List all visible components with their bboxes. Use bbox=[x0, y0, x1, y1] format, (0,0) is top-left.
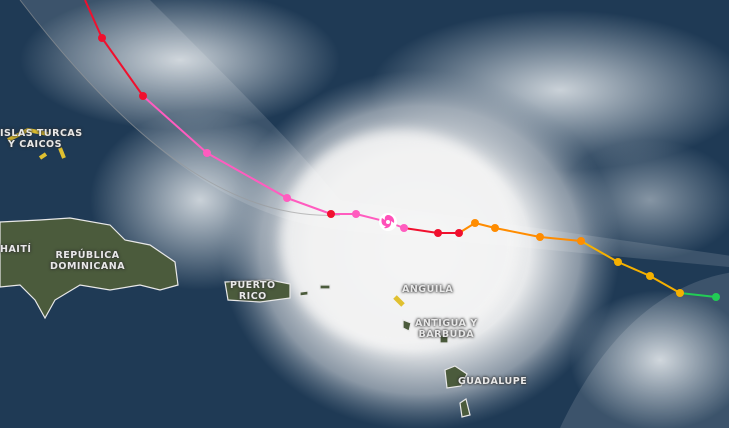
track-point[interactable] bbox=[536, 233, 544, 241]
storm-track bbox=[84, 0, 720, 301]
track-segment bbox=[617, 261, 651, 277]
track-segment bbox=[206, 152, 288, 199]
track-point[interactable] bbox=[577, 237, 585, 245]
track-point[interactable] bbox=[646, 272, 654, 280]
land bbox=[0, 217, 471, 418]
track-segment bbox=[494, 227, 541, 238]
track-point[interactable] bbox=[283, 194, 291, 202]
track-point[interactable] bbox=[712, 293, 720, 301]
track-segment bbox=[403, 227, 439, 234]
track-point[interactable] bbox=[434, 229, 442, 237]
track-point[interactable] bbox=[327, 210, 335, 218]
track-point[interactable] bbox=[614, 258, 622, 266]
track-point[interactable] bbox=[471, 219, 479, 227]
track-point[interactable] bbox=[491, 224, 499, 232]
label-anguilla: ANGUILA bbox=[402, 284, 454, 295]
anguilla-highlight bbox=[393, 295, 405, 307]
track-segment bbox=[101, 37, 144, 97]
track-point[interactable] bbox=[139, 92, 147, 100]
track-point[interactable] bbox=[676, 289, 684, 297]
track-segment bbox=[649, 275, 681, 294]
track-segment bbox=[286, 197, 332, 215]
label-puerto-rico: PUERTO RICO bbox=[230, 280, 276, 302]
cone-edge bbox=[19, 0, 341, 216]
track-point[interactable] bbox=[203, 149, 211, 157]
track-point[interactable] bbox=[400, 224, 408, 232]
label-antigua-barbuda: ANTIGUA Y BARBUDA bbox=[415, 318, 478, 340]
track-point[interactable] bbox=[98, 34, 106, 42]
track-point[interactable] bbox=[352, 210, 360, 218]
puerto-rico bbox=[224, 279, 291, 303]
cloud-cover bbox=[20, 0, 729, 428]
forecast-cone bbox=[20, 0, 729, 428]
track-segment bbox=[679, 292, 717, 298]
label-dominican-republic: REPÚBLICA DOMINICANA bbox=[50, 250, 126, 272]
label-guadeloupe: GUADALUPE bbox=[458, 376, 528, 387]
label-turks-caicos: ISLAS TURCAS Y CAICOS bbox=[0, 128, 83, 150]
turks-caicos-islands bbox=[7, 127, 66, 160]
hispaniola bbox=[0, 217, 179, 320]
track-segment bbox=[539, 236, 582, 242]
label-haiti: HAITÍ bbox=[0, 244, 32, 255]
track-segment bbox=[84, 0, 103, 39]
track-segment bbox=[142, 95, 208, 154]
hurricane-icon[interactable] bbox=[379, 213, 397, 231]
track-segment bbox=[580, 240, 619, 263]
track-point[interactable] bbox=[455, 229, 463, 237]
